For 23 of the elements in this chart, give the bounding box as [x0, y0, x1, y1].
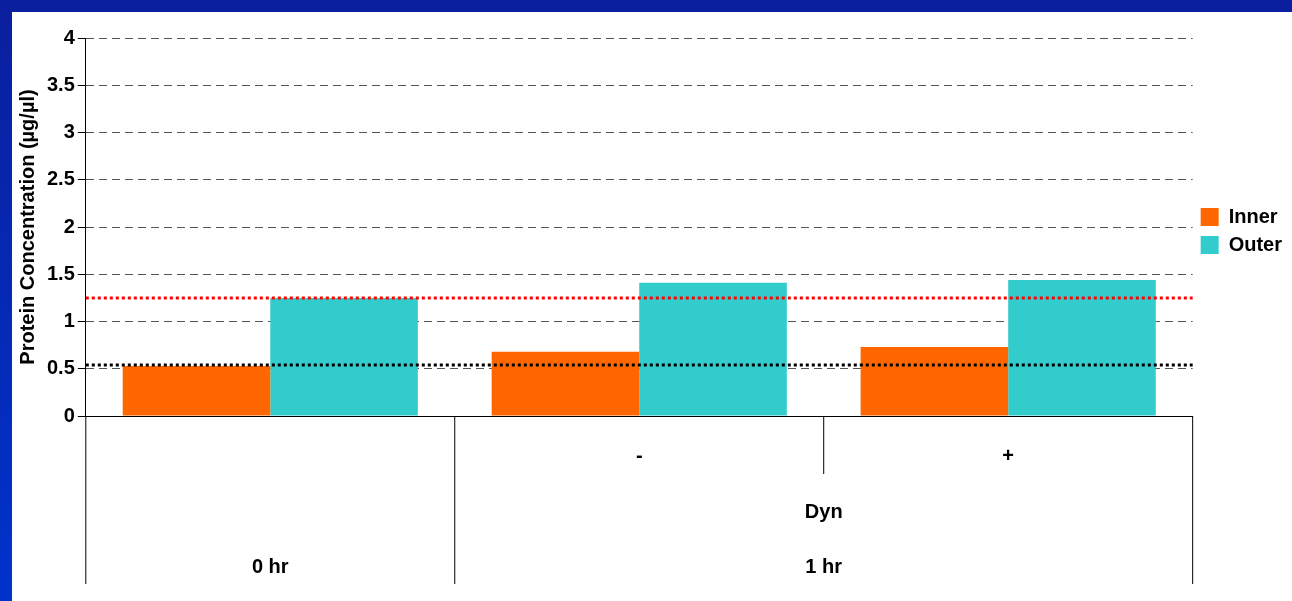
text: Dyn: [804, 499, 843, 522]
y-tick-label: 2.5: [46, 167, 75, 190]
bar: [122, 365, 271, 416]
y-tick-label: 3.5: [46, 72, 75, 95]
bar: [491, 351, 640, 416]
bar: [639, 282, 787, 416]
text: 0 hr: [251, 554, 289, 577]
y-tick-label: 1: [63, 309, 75, 332]
y-tick-label: 4: [63, 25, 76, 48]
y-tick-label: 2: [63, 214, 75, 237]
bar: [1008, 279, 1156, 416]
text: 1 hr: [805, 554, 843, 577]
y-tick-label: 3: [63, 120, 75, 143]
x-tick-label: -: [635, 443, 643, 466]
y-tick-label: 0: [63, 403, 75, 426]
bar: [860, 347, 1009, 416]
x-tick-label: +: [1002, 443, 1015, 466]
y-tick-label: 1.5: [46, 261, 75, 284]
y-tick-label: 0.5: [46, 356, 75, 379]
legend-label: Outer: [1228, 232, 1283, 255]
legend-label: Inner: [1228, 204, 1278, 227]
bar: [270, 297, 418, 416]
y-axis-title: Protein Concentration (µg/µl): [15, 89, 38, 365]
